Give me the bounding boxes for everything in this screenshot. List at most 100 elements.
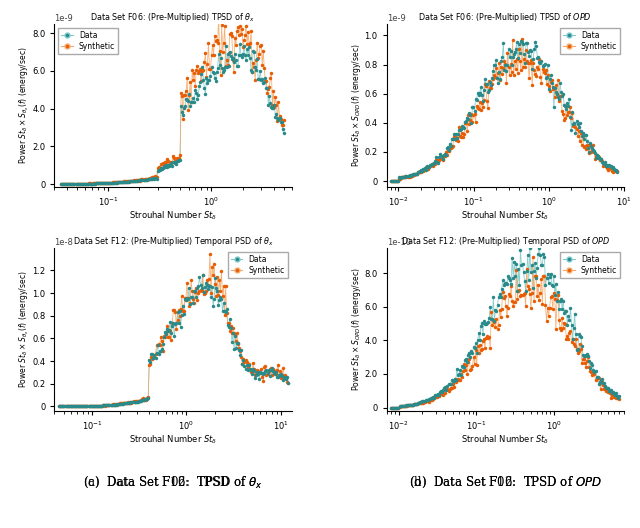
Point — [54, 402, 65, 411]
Point — [586, 142, 596, 150]
Point — [451, 378, 461, 386]
Point — [163, 157, 173, 165]
Point — [274, 372, 284, 380]
Point — [209, 51, 219, 59]
Point — [242, 44, 252, 53]
Point — [601, 384, 611, 392]
Point — [439, 384, 449, 393]
Point — [450, 374, 460, 383]
Point — [137, 394, 147, 403]
Point — [81, 180, 92, 188]
Point — [138, 176, 148, 184]
Point — [218, 291, 228, 300]
Point — [404, 172, 415, 181]
Point — [482, 319, 492, 327]
Point — [445, 144, 456, 153]
Point — [209, 32, 220, 41]
Point — [538, 249, 548, 258]
Point — [201, 287, 211, 295]
Point — [447, 143, 457, 152]
Point — [184, 284, 194, 292]
Point — [214, 47, 225, 55]
Point — [391, 403, 401, 412]
Point — [483, 88, 493, 96]
Point — [198, 270, 208, 279]
Point — [190, 82, 200, 90]
Point — [133, 176, 143, 184]
Point — [470, 95, 481, 103]
Point — [422, 395, 433, 404]
Point — [175, 312, 185, 320]
Point — [596, 378, 607, 386]
Point — [435, 153, 445, 162]
Point — [145, 173, 155, 182]
Point — [551, 324, 561, 333]
Point — [86, 402, 96, 411]
Point — [538, 272, 548, 280]
Point — [160, 333, 170, 342]
Point — [166, 158, 176, 167]
Point — [402, 401, 412, 410]
Point — [470, 339, 481, 347]
Point — [127, 398, 138, 407]
Point — [183, 106, 193, 115]
Point — [455, 126, 465, 135]
Point — [227, 329, 237, 337]
Point — [566, 320, 577, 329]
Point — [561, 335, 572, 343]
Point — [607, 164, 617, 172]
Point — [77, 180, 87, 188]
Point — [150, 353, 161, 362]
Point — [535, 59, 545, 67]
Point — [79, 180, 89, 188]
Y-axis label: Power $St_\delta \times S_{OPD}(f)$ (energy/sec): Power $St_\delta \times S_{OPD}(f)$ (ene… — [350, 44, 363, 167]
Point — [450, 375, 460, 384]
Point — [253, 54, 263, 63]
Point — [427, 393, 437, 402]
Point — [462, 370, 472, 379]
Point — [412, 399, 422, 408]
Point — [468, 343, 479, 351]
Point — [204, 65, 214, 73]
Point — [541, 274, 552, 282]
Point — [506, 68, 516, 76]
Point — [198, 65, 209, 74]
Point — [155, 341, 165, 349]
Point — [111, 400, 122, 409]
Point — [77, 402, 88, 411]
Point — [186, 98, 196, 107]
Point — [162, 163, 172, 171]
Point — [259, 369, 269, 377]
Point — [104, 401, 115, 409]
Point — [148, 174, 158, 183]
Point — [209, 69, 219, 77]
Point — [86, 402, 96, 411]
Point — [559, 319, 570, 327]
Point — [116, 400, 126, 408]
Point — [271, 370, 281, 378]
Point — [232, 27, 242, 35]
Point — [120, 177, 131, 186]
Point — [134, 397, 145, 406]
Point — [83, 402, 93, 411]
Point — [422, 397, 432, 406]
Point — [573, 123, 584, 131]
Point — [195, 272, 205, 281]
Point — [256, 369, 266, 377]
Point — [132, 176, 143, 184]
Point — [493, 69, 503, 77]
Point — [599, 159, 609, 168]
Point — [277, 125, 287, 133]
Point — [396, 402, 406, 410]
Point — [221, 63, 232, 71]
Point — [606, 386, 616, 394]
Point — [155, 165, 165, 174]
Point — [237, 360, 248, 369]
Point — [225, 48, 235, 56]
Point — [548, 272, 559, 280]
Point — [223, 323, 234, 331]
Point — [386, 403, 396, 412]
Point — [254, 75, 264, 83]
Point — [61, 180, 72, 188]
Point — [494, 68, 504, 76]
